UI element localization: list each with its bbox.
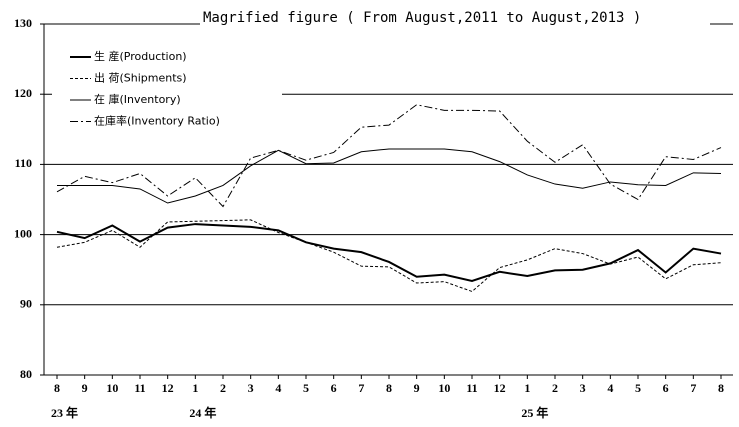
x-tick-label: 6 xyxy=(331,381,337,395)
x-tick-label: 11 xyxy=(466,381,477,395)
legend-label: 生 産(Production) xyxy=(94,49,187,63)
x-tick-label: 10 xyxy=(106,381,118,395)
y-tick-label: 110 xyxy=(15,156,32,170)
y-tick-label: 120 xyxy=(14,86,32,100)
x-tick-label: 9 xyxy=(82,381,88,395)
legend-label: 在庫率(Inventory Ratio) xyxy=(94,114,220,128)
x-tick-label: 5 xyxy=(635,381,641,395)
x-tick-label: 5 xyxy=(303,381,309,395)
x-tick-label: 1 xyxy=(192,381,198,395)
x-tick-label: 4 xyxy=(275,381,281,395)
x-tick-label: 3 xyxy=(580,381,586,395)
x-tick-label: 11 xyxy=(134,381,145,395)
x-tick-label: 8 xyxy=(386,381,392,395)
x-tick-label: 3 xyxy=(248,381,254,395)
legend-label: 出 荷(Shipments) xyxy=(94,71,187,85)
series-line xyxy=(56,219,722,293)
year-label: 23 年 xyxy=(51,405,78,420)
x-tick-label: 4 xyxy=(607,381,613,395)
x-tick-label: 2 xyxy=(552,381,558,395)
y-tick-label: 80 xyxy=(20,367,32,381)
y-tick-label: 130 xyxy=(14,16,32,30)
x-tick-label: 8 xyxy=(718,381,724,395)
x-tick-label: 9 xyxy=(414,381,420,395)
year-label: 24 年 xyxy=(189,405,216,420)
legend-bg xyxy=(52,44,282,136)
x-tick-label: 8 xyxy=(54,381,60,395)
x-tick-label: 2 xyxy=(220,381,226,395)
x-tick-label: 7 xyxy=(690,381,696,395)
series-line xyxy=(56,223,722,282)
x-tick-label: 12 xyxy=(494,381,506,395)
x-tick-label: 10 xyxy=(438,381,450,395)
series-line xyxy=(57,148,722,204)
legend-label: 在 庫(Inventory) xyxy=(94,92,181,106)
chart-title: Magrified figure ( From August,2011 to A… xyxy=(203,10,641,26)
title-bg xyxy=(200,12,710,34)
year-label: 25 年 xyxy=(521,405,548,420)
x-tick-label: 1 xyxy=(524,381,530,395)
y-tick-label: 90 xyxy=(20,297,32,311)
x-tick-label: 6 xyxy=(663,381,669,395)
y-tick-label: 100 xyxy=(14,226,32,240)
x-tick-label: 7 xyxy=(358,381,364,395)
x-tick-label: 12 xyxy=(162,381,174,395)
series-line xyxy=(56,104,722,208)
